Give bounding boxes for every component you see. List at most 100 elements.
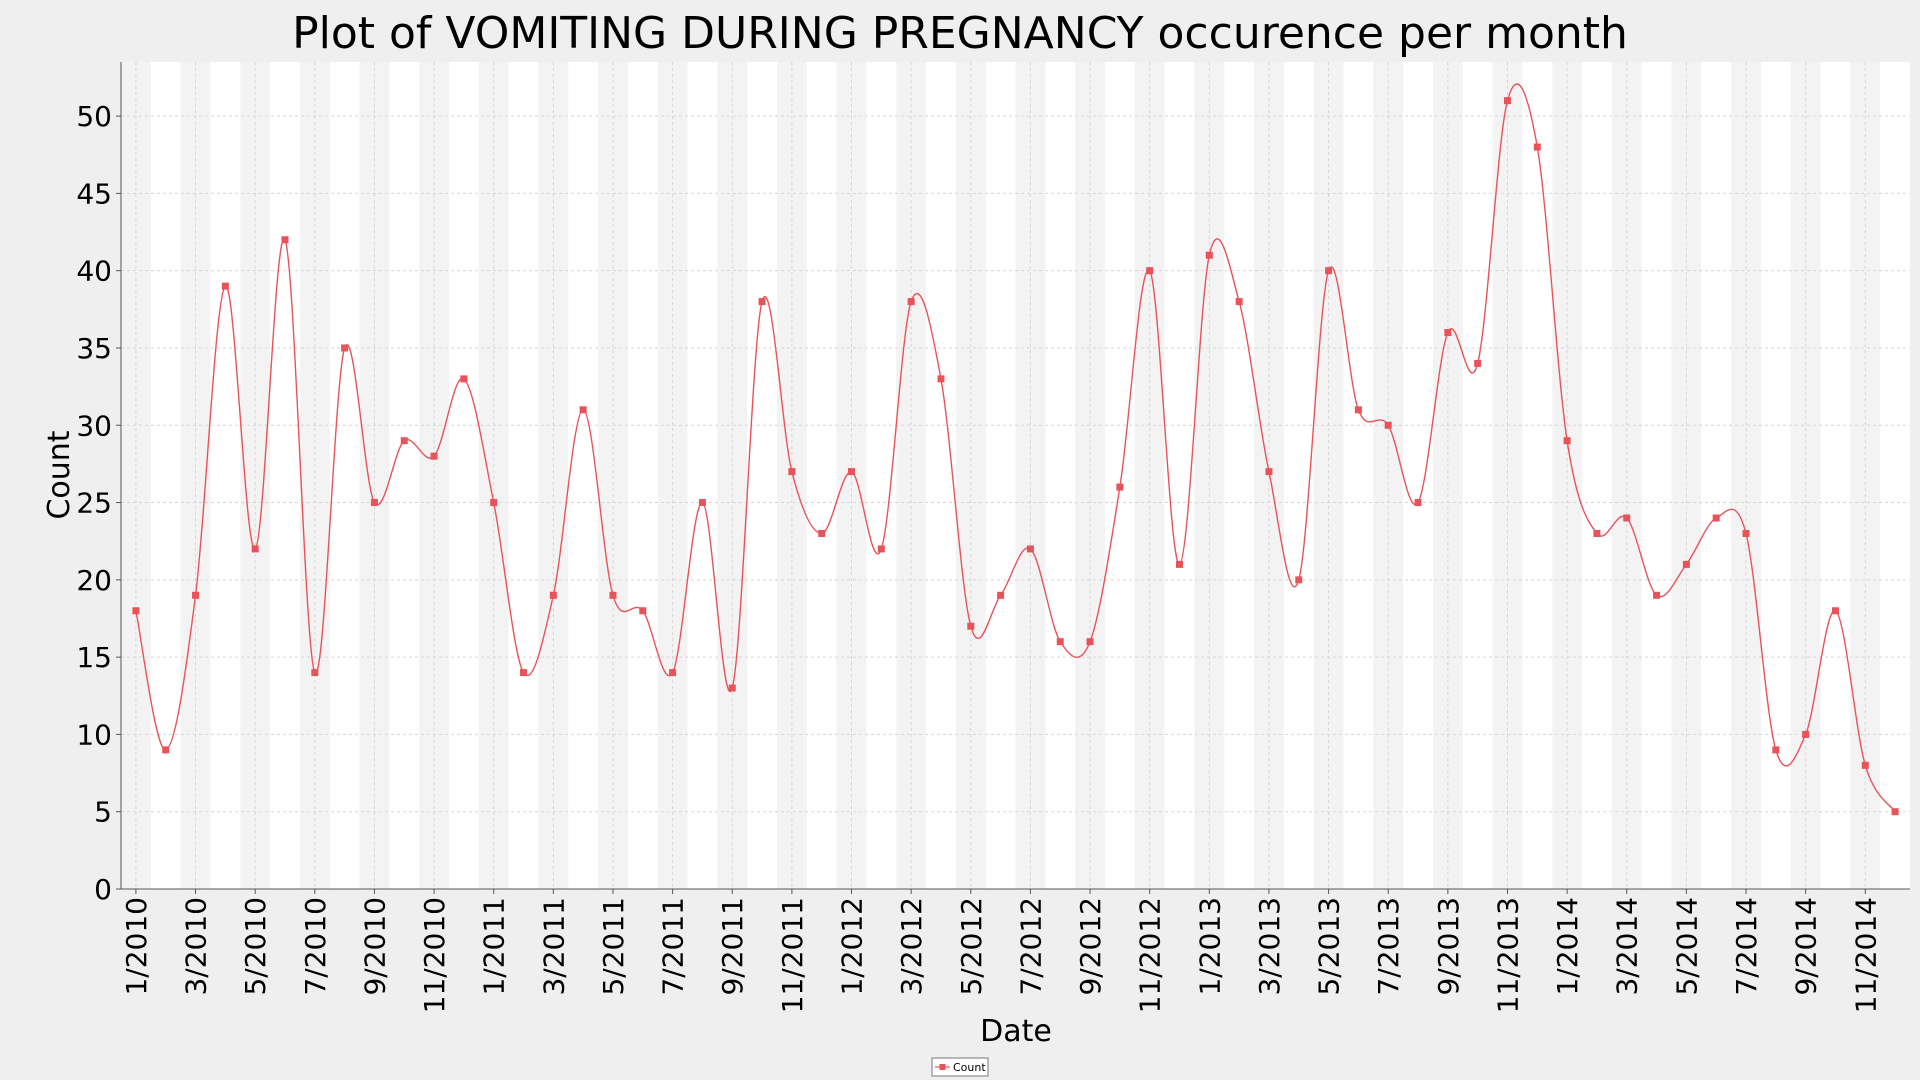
y-axis-title: Count [42,430,77,519]
data-point [1384,421,1392,429]
data-point [1682,560,1690,568]
month-band [896,62,927,889]
month-band [1373,62,1404,889]
data-point [1086,638,1094,646]
data-point [1712,514,1720,522]
x-tick-label: 9/2010 [358,897,391,996]
month-band [598,62,628,889]
month-band [1254,62,1284,889]
x-axis-title: Date [980,1014,1052,1049]
data-point [192,591,200,599]
data-point [1444,329,1452,337]
month-band [121,62,151,889]
data-point [967,622,975,630]
month-band [1671,62,1702,889]
month-band [1611,62,1642,889]
month-band [1075,62,1105,889]
data-point [1235,298,1243,306]
x-tick-label: 3/2012 [895,897,928,996]
x-tick-label: 11/2013 [1491,897,1524,1013]
month-band [1790,62,1821,889]
data-point [1295,576,1303,584]
data-point [1474,359,1482,367]
data-point [1891,808,1899,816]
month-band [419,62,449,889]
data-point [937,375,945,383]
data-point [460,375,468,383]
data-point [1026,545,1034,553]
data-point [1205,251,1213,259]
data-point [549,591,557,599]
month-band [1552,62,1583,889]
data-point [490,499,498,507]
legend-box [931,1057,989,1077]
data-point [1831,607,1839,615]
y-tick-label: 5 [94,796,112,829]
legend-label: Count [953,1061,986,1074]
data-point [1116,483,1124,491]
x-tick-label: 11/2010 [418,897,451,1013]
month-band [1492,62,1523,889]
month-band [1850,62,1881,889]
y-tick-label: 0 [94,873,112,906]
month-band [1134,62,1165,889]
x-tick-label: 9/2011 [716,897,749,996]
data-point [669,669,677,677]
y-tick-label: 20 [76,564,112,597]
data-point [1742,529,1750,537]
month-band [1313,62,1344,889]
x-tick-label: 5/2011 [597,897,630,996]
x-tick-label: 3/2014 [1611,897,1644,996]
month-band [1194,62,1225,889]
y-tick-label: 50 [76,100,112,133]
x-tick-label: 11/2014 [1849,897,1882,1013]
data-point [788,468,796,476]
data-point [848,468,856,476]
data-point [818,529,826,537]
x-tick-label: 3/2010 [180,897,213,996]
data-point [1056,638,1064,646]
x-tick-label: 11/2011 [776,897,809,1013]
series-line-count [135,83,1896,813]
month-band [776,62,807,889]
chart-title: Plot of VOMITING DURING PREGNANCY occure… [292,8,1628,59]
data-point [251,545,259,553]
month-band [1015,62,1046,889]
month-band [299,62,330,889]
month-band [1731,62,1761,889]
data-point [1175,560,1183,568]
month-band [955,62,986,889]
data-point [1325,267,1333,275]
legend-marker-swatch [939,1064,946,1070]
x-tick-label: 7/2014 [1730,897,1763,996]
data-point [1623,514,1631,522]
y-tick-label: 30 [76,409,112,442]
data-point [1414,499,1422,507]
data-point [1772,746,1780,754]
data-point [1802,730,1810,738]
y-tick-label: 35 [76,332,112,365]
data-point [430,452,438,460]
month-band [717,62,748,889]
data-point [1265,468,1273,476]
month-band [478,62,509,889]
data-point [520,669,528,677]
x-tick-label: 7/2012 [1014,897,1047,996]
x-tick-label: 1/2010 [120,897,153,996]
month-band [359,62,390,889]
x-tick-label: 5/2012 [955,897,988,996]
data-point [400,437,408,445]
data-point [579,406,587,414]
data-point [1653,591,1661,599]
x-tick-label: 9/2013 [1432,897,1465,996]
data-point [997,591,1005,599]
data-point [1861,761,1869,769]
data-point [877,545,885,553]
month-band [836,62,867,889]
x-tick-label: 3/2011 [537,897,570,996]
data-point [1533,143,1541,151]
data-point [341,344,349,352]
data-point [1593,529,1601,537]
y-tick-label: 15 [76,641,112,674]
data-point [639,607,647,615]
